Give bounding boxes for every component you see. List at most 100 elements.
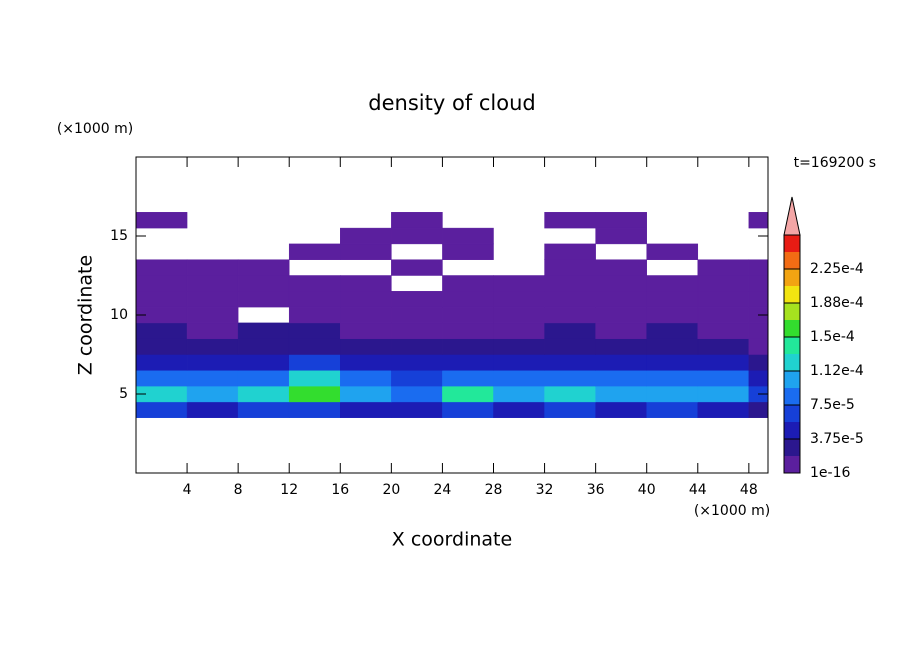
contour-cell: [391, 227, 443, 245]
contour-cell: [442, 322, 494, 339]
contour-cell: [186, 354, 239, 371]
contour-cell: [237, 322, 290, 339]
colorbar-band: [784, 456, 800, 473]
contour-cell: [442, 243, 494, 260]
contour-cell: [646, 370, 699, 387]
contour-cell: [288, 385, 341, 403]
contour-cell: [595, 275, 647, 292]
contour-cell: [288, 370, 341, 387]
contour-cell: [595, 322, 647, 339]
contour-cell: [595, 354, 647, 371]
contour-cell: [544, 385, 596, 403]
colorbar-band: [784, 320, 800, 337]
contour-cell: [442, 370, 494, 387]
contour-cell: [442, 401, 494, 418]
colorbar-label: 1e-16: [810, 465, 850, 481]
contour-cell: [544, 291, 596, 308]
contour-cell: [493, 322, 545, 339]
contour-cell: [442, 385, 494, 403]
contour-cell: [442, 354, 494, 371]
x-tick-label: 40: [638, 482, 656, 498]
contour-cell: [391, 401, 443, 418]
y-tick-label: 5: [119, 386, 128, 402]
contour-cell: [288, 354, 341, 371]
y-tick-label: 10: [110, 307, 128, 323]
colorbar-band: [784, 303, 800, 320]
contour-cell: [442, 338, 494, 355]
contour-cell: [493, 354, 545, 371]
colorbar-band: [784, 405, 800, 422]
colorbar-label: 1.88e-4: [810, 295, 864, 311]
contour-cell: [136, 370, 188, 387]
contour-cell: [237, 275, 290, 292]
colorbar-label: 3.75e-5: [810, 431, 864, 447]
contour-cell: [544, 259, 596, 276]
colorbar-band: [784, 235, 800, 252]
contour-cell: [442, 306, 494, 324]
contour-cell: [136, 291, 188, 308]
colorbar-band: [784, 422, 800, 439]
contour-cell: [595, 227, 647, 245]
x-tick-label: 12: [280, 482, 298, 498]
contour-cell: [697, 275, 750, 292]
contour-cell: [288, 401, 341, 418]
contour-cell: [748, 370, 768, 387]
contour-cell: [391, 354, 443, 371]
contour-cell: [136, 401, 188, 418]
contour-cell: [697, 322, 750, 339]
contour-cell: [136, 259, 188, 276]
contour-cell: [391, 212, 443, 229]
colorbar-over: [783, 196, 801, 236]
x-tick-label: 28: [485, 482, 503, 498]
contour-cell: [544, 275, 596, 292]
x-axis-title: X coordinate: [392, 529, 512, 551]
contour-cell: [697, 259, 750, 276]
contour-cell: [595, 306, 647, 324]
contour-cell: [391, 259, 443, 276]
contour-cell: [493, 338, 545, 355]
contour-cell: [391, 322, 443, 339]
contour-cell: [237, 385, 290, 403]
contour-cell: [237, 401, 290, 418]
contour-cell: [340, 401, 392, 418]
contour-cell: [493, 370, 545, 387]
contour-cell: [595, 370, 647, 387]
contour-cell: [237, 338, 290, 355]
contour-cell: [391, 338, 443, 355]
colorbar-label: 2.25e-4: [810, 261, 864, 277]
contour-cell: [340, 227, 392, 245]
contour-cell: [340, 291, 392, 308]
colorbar-band: [784, 269, 800, 286]
contour-cell: [646, 322, 699, 339]
contour-cell: [391, 370, 443, 387]
contour-cell: [186, 322, 239, 339]
x-tick-label: 36: [587, 482, 605, 498]
contour-cell: [493, 275, 545, 292]
contour-cell: [646, 385, 699, 403]
contour-cell: [697, 354, 750, 371]
x-unit: (×1000 m): [694, 503, 770, 519]
contour-cell: [288, 322, 341, 339]
contour-cell: [136, 275, 188, 292]
contour-cell: [595, 338, 647, 355]
contour-cell: [340, 385, 392, 403]
contour-cell: [186, 306, 239, 324]
contour-cell: [748, 354, 768, 371]
contour-cell: [748, 322, 768, 339]
chart-title: density of cloud: [368, 91, 535, 115]
contour-cell: [288, 291, 341, 308]
contour-cell: [493, 291, 545, 308]
colorbar-label: 7.5e-5: [810, 397, 855, 413]
contour-field: [136, 212, 768, 418]
contour-cell: [186, 338, 239, 355]
contour-cell: [340, 243, 392, 260]
contour-cell: [136, 212, 188, 229]
contour-cell: [646, 338, 699, 355]
contour-cell: [340, 338, 392, 355]
contour-cell: [595, 291, 647, 308]
colorbar-band: [784, 286, 800, 303]
contour-cell: [493, 401, 545, 418]
contour-cell: [748, 291, 768, 308]
contour-cell: [595, 259, 647, 276]
